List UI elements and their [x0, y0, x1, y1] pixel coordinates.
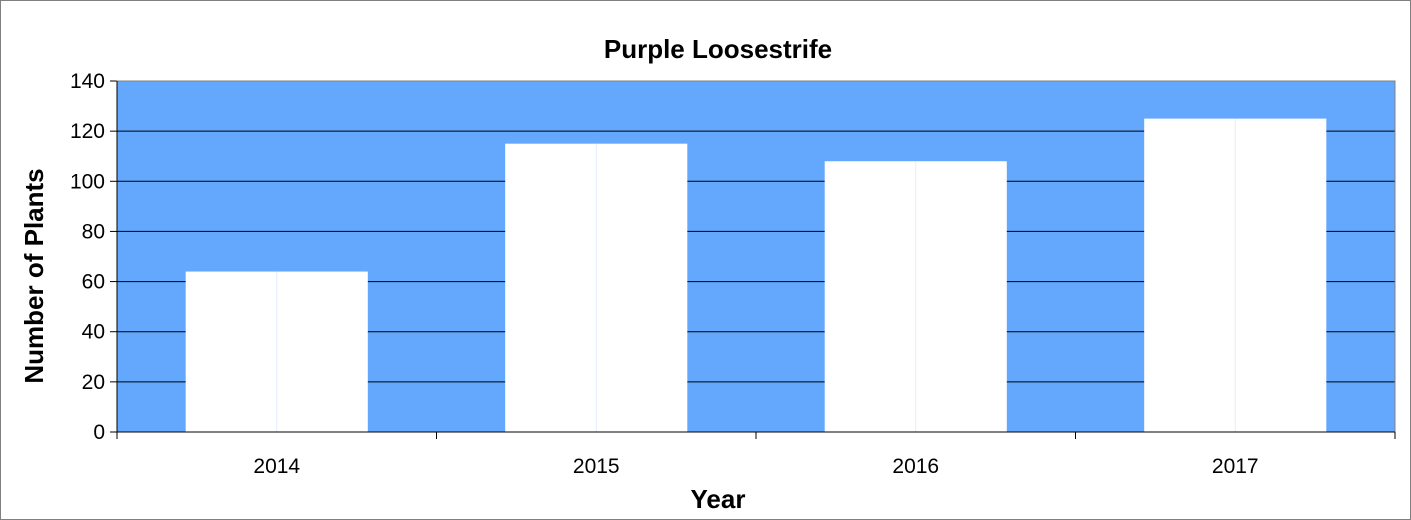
y-tick-label: 140 [70, 70, 105, 93]
y-tick-label: 100 [70, 170, 105, 193]
x-axis-title: Year [691, 484, 746, 514]
x-tick-label: 2016 [892, 455, 939, 478]
y-tick-label: 60 [82, 271, 105, 294]
x-tick-label: 2017 [1212, 455, 1259, 478]
plot-area: 0 20 40 60 80 100 120 140 2014 2015 2016 2017 [70, 70, 1396, 478]
y-tick-label: 40 [82, 321, 105, 344]
y-tick-label: 120 [70, 120, 105, 143]
y-tick-label: 0 [93, 421, 105, 444]
x-tick-label: 2015 [573, 455, 620, 478]
x-tick-label: 2014 [253, 455, 300, 478]
chart-title: Purple Loosestrife [604, 34, 832, 64]
y-axis-title: Number of Plants [19, 168, 49, 383]
y-tick-label: 80 [82, 220, 105, 243]
y-tick-label: 20 [82, 371, 105, 394]
